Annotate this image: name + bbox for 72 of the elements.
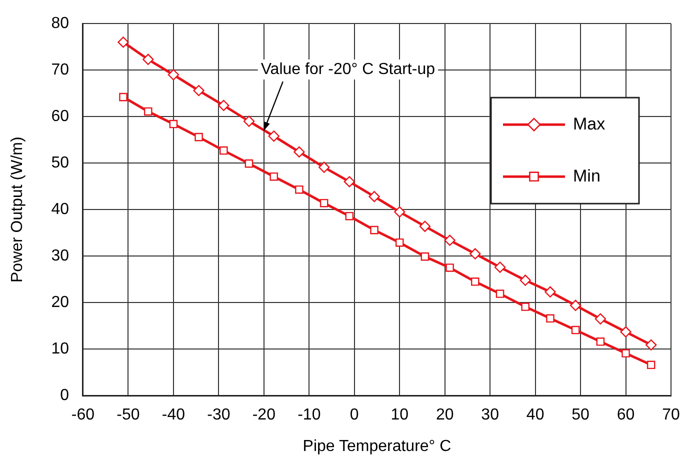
point [244,159,254,168]
point [370,226,378,234]
point [119,92,128,102]
x-tick-label: 30 [481,406,500,424]
y-tick-label: 50 [51,154,70,172]
legend-label: Min [573,166,600,186]
point [646,339,657,351]
x-tick-label: 60 [616,406,635,424]
point [470,248,481,260]
point [594,313,606,324]
point [194,132,203,142]
point [144,107,152,116]
point [243,116,255,127]
x-tick-label: 50 [572,406,590,424]
y-tick-label: 80 [51,15,70,32]
point [622,349,630,358]
point [118,36,129,48]
x-tick-label: -10 [298,406,321,424]
point [394,206,406,218]
x-tick-label: -20 [252,406,276,424]
point [344,176,356,188]
x-tick-label: 40 [526,406,544,424]
point [345,212,354,220]
point [168,69,180,80]
y-axis-title: Power Output (W/m) [9,136,26,283]
annotation: Value for -20° C Start-up [260,60,436,78]
x-tick-label: -40 [162,406,186,424]
point [494,262,506,273]
point [395,238,404,247]
legend-label: Max [573,114,606,134]
point [571,326,580,334]
point [544,286,556,298]
x-tick-label: -60 [71,406,95,424]
x-tick-label: 20 [436,406,454,424]
point [294,146,305,158]
point [368,190,380,202]
point [320,198,328,208]
point [496,290,504,298]
point [520,274,531,286]
y-tick-label: 70 [51,62,70,79]
point [270,172,278,181]
point [218,100,230,112]
point [420,252,430,261]
y-tick-label: 20 [51,294,70,312]
point [220,146,228,155]
point [646,360,656,370]
x-tick-label: 10 [390,406,409,424]
point [471,278,480,286]
y-tick-label: 30 [51,248,70,265]
point [546,314,554,323]
point [169,120,178,128]
point [193,84,204,96]
y-tick-label: 0 [60,387,70,404]
point [295,185,304,194]
point [521,302,530,311]
point [268,130,280,142]
x-tick-label: 0 [350,406,359,424]
point [620,326,632,338]
y-tick-label: 10 [51,340,70,358]
point [444,234,456,246]
y-tick-label: 60 [51,108,70,126]
point [446,264,454,272]
x-axis-title: Pipe Temperature° C [302,438,452,455]
point [570,300,582,311]
x-tick-label: 70 [662,406,680,424]
point [318,162,330,173]
point [419,220,431,232]
x-tick-label: -50 [116,406,140,424]
x-tick-label: -30 [207,406,230,424]
point [596,338,605,346]
point [142,54,154,66]
y-tick-label: 40 [51,201,70,218]
